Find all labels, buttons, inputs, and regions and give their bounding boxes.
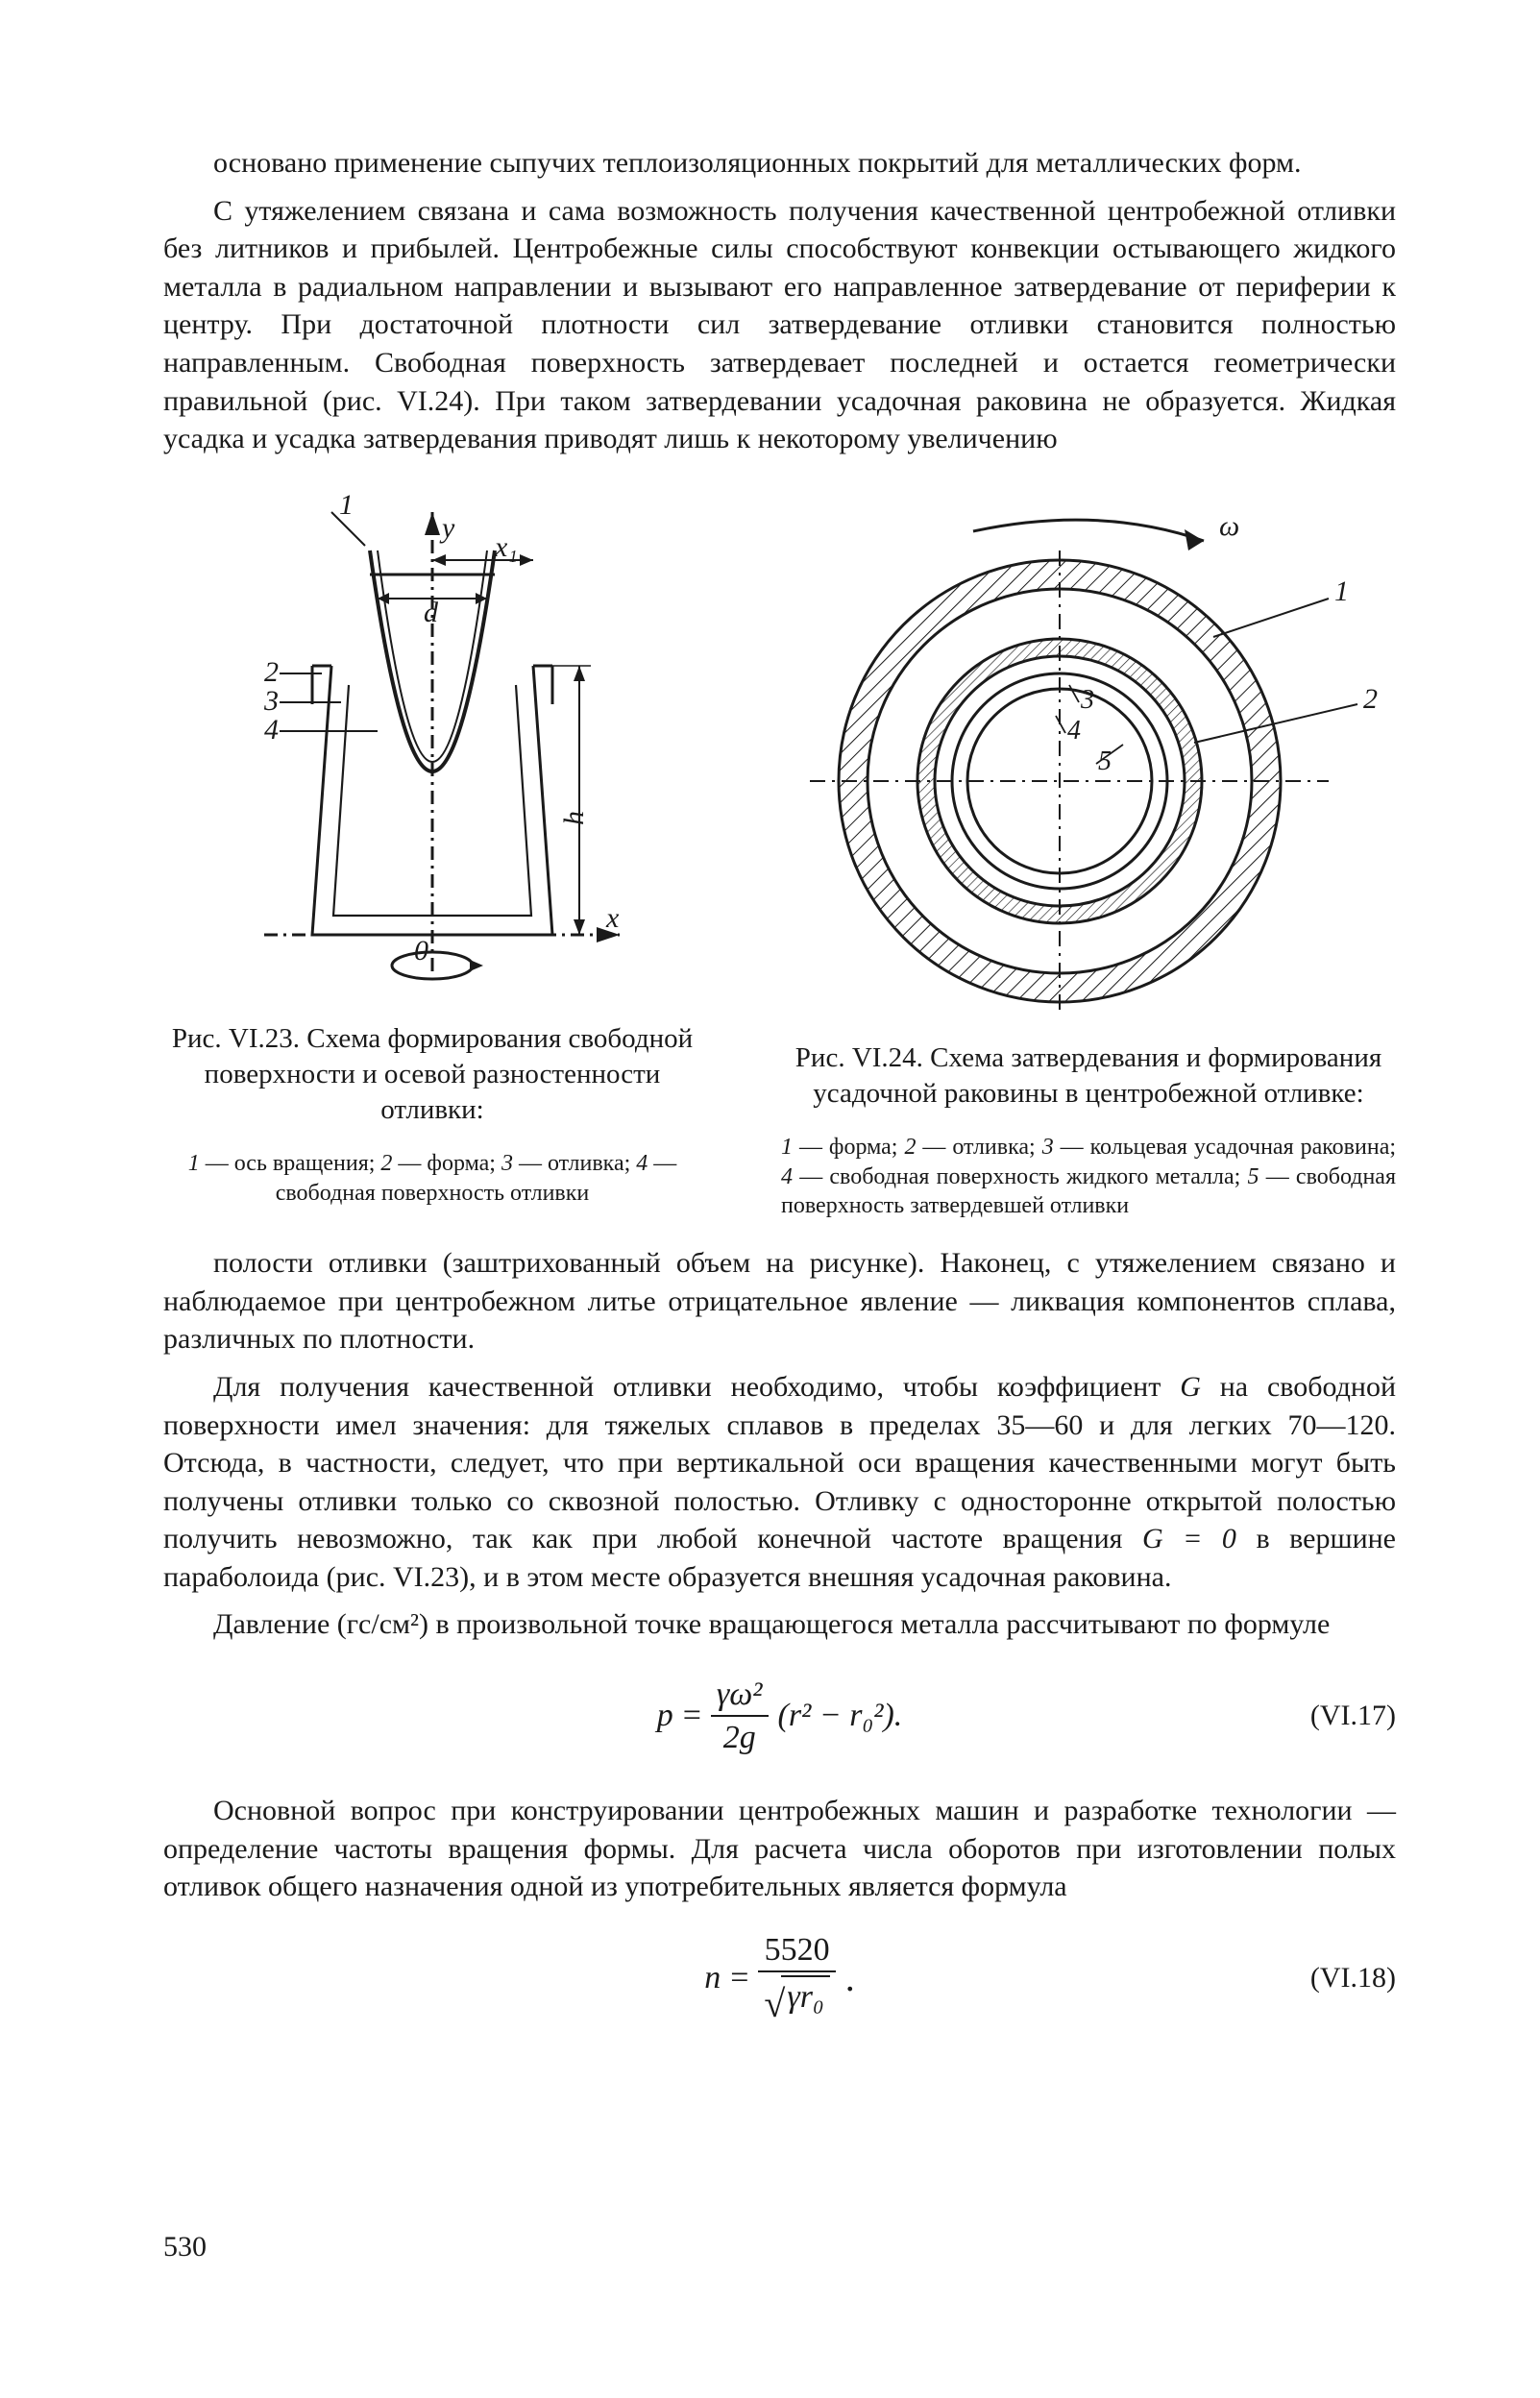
eq17-num: γω² xyxy=(711,1676,769,1712)
fig23-label-4: 4 xyxy=(264,714,279,746)
fig23-label-3: 3 xyxy=(263,685,279,717)
symbol-G: G xyxy=(1180,1371,1201,1403)
eq18-num: 5520 xyxy=(759,1932,836,1968)
fig23-label-h: h xyxy=(558,811,590,825)
paragraph-2: С утяжелением связана и сама возможность… xyxy=(163,192,1396,458)
paragraph-1: основано применение сыпучих теплоизоляци… xyxy=(163,144,1396,183)
eq18-sqrt: √ γr₀ xyxy=(764,1975,829,2015)
eq17-lhs: p xyxy=(657,1698,673,1734)
eq18-radicand: γr₀ xyxy=(781,1975,829,2015)
figure-vi-24-caption: Рис. VI.24. Схема затвердевания и формир… xyxy=(781,1040,1396,1112)
fig23-label-x: x xyxy=(605,902,620,934)
paragraph-6: Основной вопрос при конструировании цент… xyxy=(163,1792,1396,1906)
eq17-fraction: γω² 2g xyxy=(711,1676,769,1756)
figure-row: 1 y x₁ d 2 3 4 h x 0 Рис. VI.23. Схема ф… xyxy=(163,493,1396,1221)
symbol-G-eq-0: G = 0 xyxy=(1142,1523,1236,1554)
fig23-label-1: 1 xyxy=(339,493,354,521)
fig23-label-x1: x₁ xyxy=(494,531,518,563)
equation-vi-18: n = 5520 √ γr₀ . (VI.18) xyxy=(163,1925,1396,2031)
fig24-label-omega: ω xyxy=(1219,510,1239,542)
fig24-label-2: 2 xyxy=(1363,683,1378,715)
paragraph-3: полости отливки (заштрихованный объем на… xyxy=(163,1244,1396,1358)
paragraph-5: Давление (гс/см²) в произвольной точке в… xyxy=(163,1605,1396,1644)
figure-vi-24: ω 1 2 3 4 5 Рис. VI.24. Схема затвердева… xyxy=(781,493,1396,1221)
eq17-number: (VI.17) xyxy=(1310,1700,1396,1732)
equation-vi-17: p = γω² 2g (r² − r₀²). (VI.17) xyxy=(163,1663,1396,1769)
figure-vi-24-svg: ω 1 2 3 4 5 xyxy=(791,493,1386,1012)
eq17-paren: (r² − r₀²). xyxy=(778,1698,903,1734)
fig23-label-0: 0 xyxy=(414,935,428,967)
page: основано применение сыпучих теплоизоляци… xyxy=(0,0,1540,2398)
fig24-label-3: 3 xyxy=(1080,685,1094,715)
page-number: 530 xyxy=(163,2231,207,2263)
fig24-label-4: 4 xyxy=(1067,716,1081,746)
eq18-number: (VI.18) xyxy=(1310,1962,1396,1994)
eq18-fraction: 5520 √ γr₀ xyxy=(758,1932,835,2024)
fig23-label-y: y xyxy=(439,512,455,544)
paragraph-4a: Для получения качественной отливки необх… xyxy=(213,1371,1180,1403)
paragraph-4: Для получения качественной отливки необх… xyxy=(163,1368,1396,1597)
figure-vi-23-legend: 1 — ось вращения; 2 — форма; 3 — отливка… xyxy=(163,1149,701,1208)
figure-vi-23-caption: Рис. VI.23. Схема формирования свободной… xyxy=(163,1021,701,1128)
fig23-label-2: 2 xyxy=(264,656,279,688)
figure-vi-23-svg: 1 y x₁ d 2 3 4 h x 0 xyxy=(226,493,639,992)
figure-vi-23: 1 y x₁ d 2 3 4 h x 0 Рис. VI.23. Схема ф… xyxy=(163,493,701,1221)
fig23-label-d: d xyxy=(424,597,439,628)
eq18-lhs: n xyxy=(704,1960,721,1996)
figure-vi-24-legend: 1 — форма; 2 — отливка; 3 — кольцевая ус… xyxy=(781,1133,1396,1221)
eq17-den: 2g xyxy=(718,1720,762,1755)
fig24-label-1: 1 xyxy=(1334,575,1349,607)
